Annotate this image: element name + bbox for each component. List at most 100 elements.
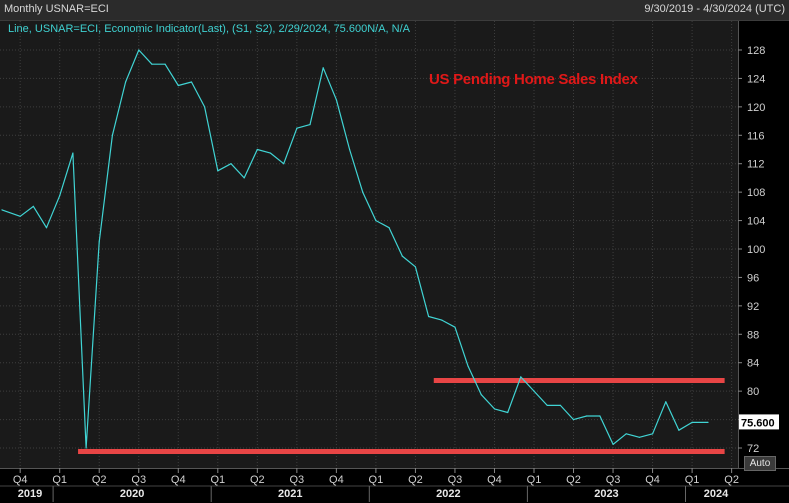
x-tick-label: Q2 <box>566 474 581 486</box>
data-point <box>177 84 179 87</box>
data-point <box>98 241 100 243</box>
y-tick-label: 80 <box>747 386 759 398</box>
y-tick-label: 72 <box>747 443 759 455</box>
data-point <box>151 63 153 65</box>
auto-scale-button[interactable]: Auto <box>744 456 776 471</box>
data-point <box>441 319 443 321</box>
chart-annotation: US Pending Home Sales Index <box>429 71 638 88</box>
x-year-label: 2019 <box>18 488 42 500</box>
y-tick-label: 124 <box>747 73 765 85</box>
x-tick-label: Q1 <box>52 474 67 486</box>
y-axis-panel <box>738 21 789 468</box>
data-point <box>72 152 74 154</box>
y-tick-label: 108 <box>747 187 765 199</box>
x-tick-label: Q4 <box>171 474 186 486</box>
data-point <box>283 163 285 165</box>
x-year-label: 2023 <box>594 488 618 500</box>
data-point <box>678 429 680 431</box>
data-point <box>533 390 535 392</box>
x-tick-label: Q2 <box>92 474 107 486</box>
data-point <box>638 436 641 438</box>
data-point <box>388 227 390 229</box>
x-year-label: 2020 <box>120 488 144 500</box>
data-point <box>507 411 509 414</box>
data-point <box>243 177 245 179</box>
data-point <box>1 209 3 211</box>
data-point <box>572 419 575 421</box>
x-year-label: 2024 <box>704 488 729 500</box>
data-point <box>296 127 298 129</box>
chart-header-bar: Monthly USNAR=ECI 9/30/2019 - 4/30/2024 … <box>0 0 789 21</box>
data-point <box>665 401 667 403</box>
y-tick-label: 92 <box>747 301 759 313</box>
x-tick-label: Q1 <box>210 474 225 486</box>
x-tick-label: Q4 <box>13 474 28 486</box>
data-point <box>190 81 193 83</box>
x-tick-label: Q1 <box>527 474 542 486</box>
x-tick-label: Q1 <box>369 474 384 486</box>
x-tick-label: Q2 <box>250 474 265 486</box>
y-tick-label: 100 <box>747 244 765 256</box>
x-tick-label: Q4 <box>645 474 660 486</box>
x-tick-label: Q4 <box>487 474 502 486</box>
data-point <box>625 433 627 435</box>
data-point <box>454 326 456 328</box>
data-point <box>164 63 166 65</box>
data-point <box>309 124 311 126</box>
y-tick-label: 96 <box>747 272 759 284</box>
data-point <box>428 315 430 318</box>
data-point <box>269 152 272 154</box>
data-point <box>375 220 377 222</box>
plot-area <box>0 21 738 468</box>
y-tick-label: 112 <box>747 159 765 171</box>
data-point <box>256 148 258 151</box>
x-tick-label: Q3 <box>290 474 305 486</box>
data-point <box>559 404 562 406</box>
data-point <box>362 191 364 193</box>
data-point <box>414 266 416 268</box>
data-series-line <box>1 49 708 449</box>
data-point <box>691 421 693 423</box>
data-point <box>322 67 324 69</box>
data-point <box>59 195 61 197</box>
x-year-label: 2021 <box>278 488 302 500</box>
data-point <box>612 443 614 445</box>
data-point <box>707 421 709 423</box>
y-tick-label: 128 <box>747 45 765 57</box>
x-tick-label: Q4 <box>329 474 344 486</box>
y-tick-label: 116 <box>747 130 765 142</box>
y-tick-label: 120 <box>747 102 765 114</box>
y-tick-label: 84 <box>747 358 759 370</box>
last-value-label: 75.600 <box>741 417 775 429</box>
data-point <box>599 415 601 417</box>
x-tick-label: Q3 <box>606 474 621 486</box>
data-point <box>335 99 337 101</box>
data-point <box>85 447 87 449</box>
data-point <box>111 134 113 136</box>
data-point <box>204 106 206 108</box>
y-tick-label: 104 <box>747 216 765 228</box>
x-tick-label: Q2 <box>408 474 423 486</box>
x-tick-label: Q3 <box>131 474 146 486</box>
x-tick-label: Q2 <box>724 474 739 486</box>
data-point <box>586 415 588 417</box>
data-point <box>217 170 219 172</box>
last-value-badge <box>739 414 779 430</box>
data-point <box>125 81 127 83</box>
data-point <box>652 433 654 435</box>
x-tick-label: Q1 <box>685 474 700 486</box>
data-point <box>349 148 351 151</box>
date-range-label: 9/30/2019 - 4/30/2024 (UTC) <box>644 3 785 15</box>
data-point <box>546 404 548 406</box>
data-point <box>45 227 48 229</box>
data-point <box>230 163 232 165</box>
data-point <box>520 376 522 378</box>
series-legend: Line, USNAR=ECI, Economic Indicator(Last… <box>8 23 410 35</box>
data-point <box>401 255 403 257</box>
data-point <box>480 394 482 396</box>
x-year-label: 2022 <box>436 488 460 500</box>
data-point <box>19 215 21 217</box>
data-point <box>32 205 35 207</box>
data-point <box>493 408 496 410</box>
